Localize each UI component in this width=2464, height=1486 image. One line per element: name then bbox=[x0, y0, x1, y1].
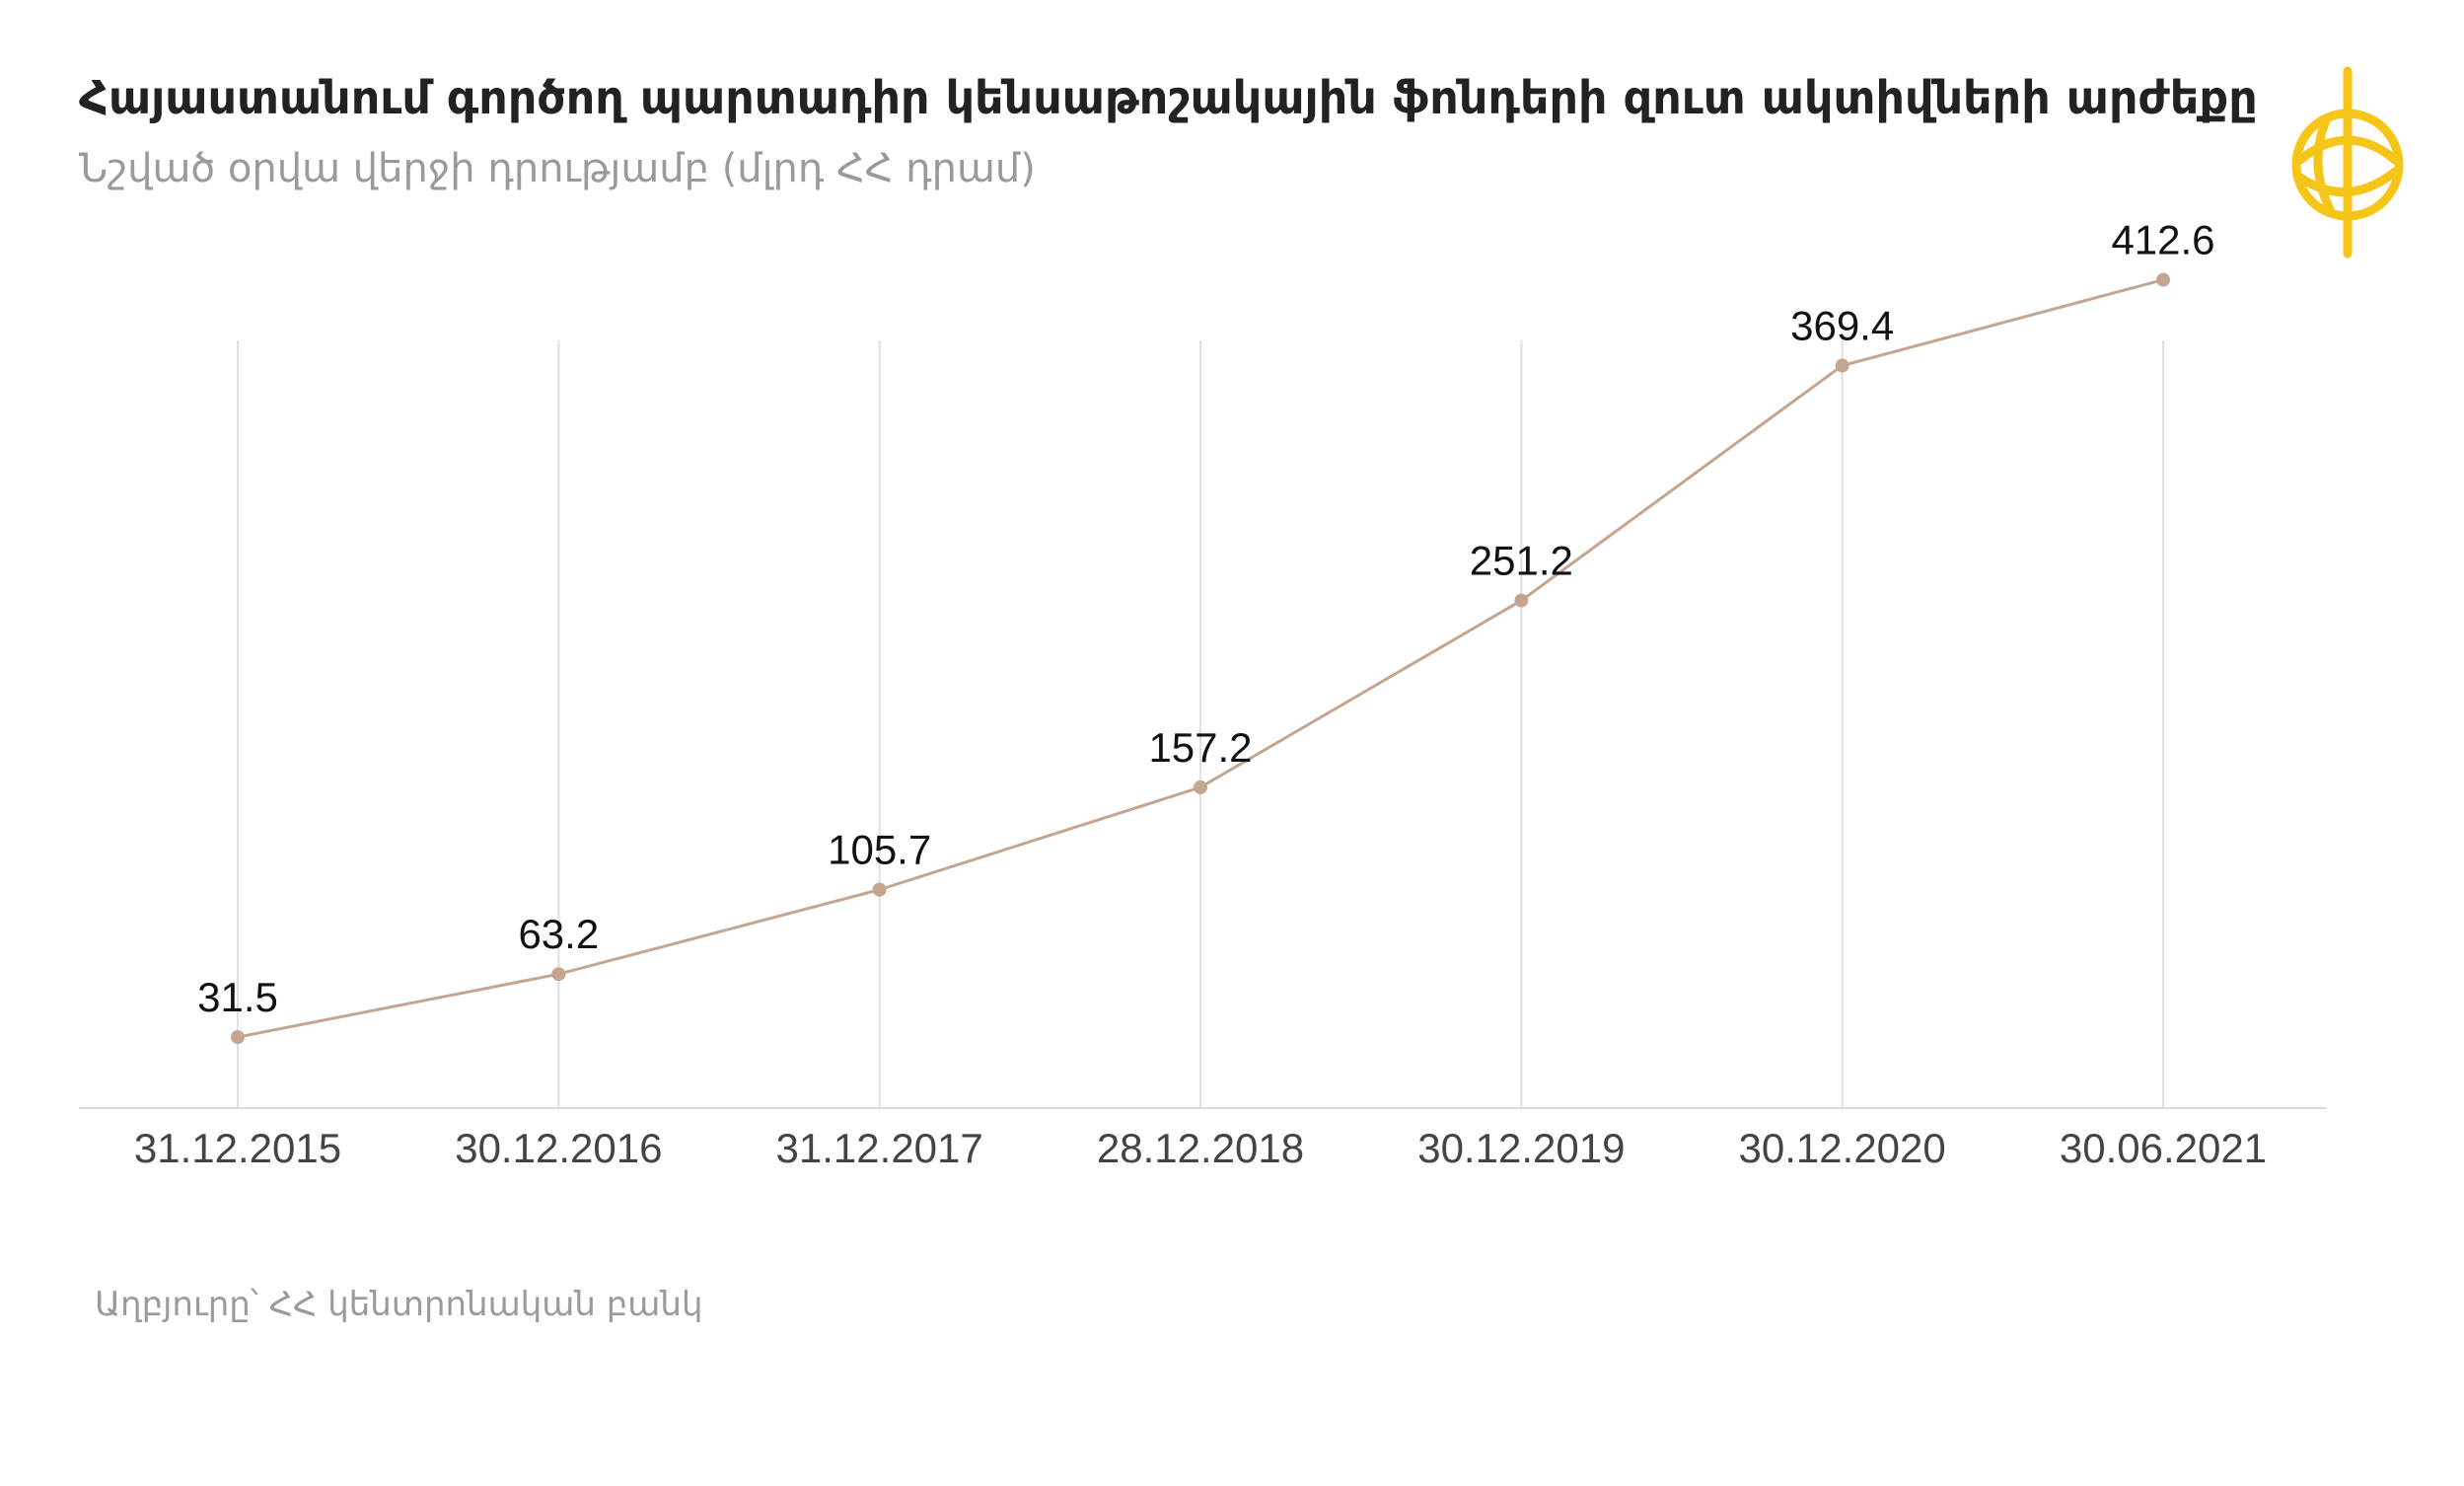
x-tick-label: 28.12.2018 bbox=[1097, 1125, 1304, 1171]
x-tick-label: 31.12.2017 bbox=[776, 1125, 983, 1171]
data-label: 63.2 bbox=[518, 911, 599, 957]
data-label: 412.6 bbox=[2111, 217, 2214, 263]
source-note: Աղբյուրը՝ ՀՀ կենտրոնական բանկ bbox=[95, 1285, 703, 1324]
data-point bbox=[1194, 780, 1207, 794]
x-tick-label: 31.12.2015 bbox=[134, 1125, 341, 1171]
data-point bbox=[1835, 358, 1849, 373]
data-label: 157.2 bbox=[1148, 724, 1252, 771]
chart-subtitle: Նշված օրվա վերջի դրությամբ (մլրդ ՀՀ դրամ… bbox=[79, 146, 1036, 191]
data-label: 31.5 bbox=[197, 974, 278, 1020]
data-point bbox=[551, 967, 566, 982]
data-label: 369.4 bbox=[1790, 303, 1894, 349]
chart-title: Հայաստանում գործող պարտադիր կենսաթոշակայ… bbox=[79, 71, 2258, 124]
data-point bbox=[872, 882, 887, 897]
gold-emblem-icon bbox=[2291, 66, 2404, 259]
data-point bbox=[231, 1030, 245, 1045]
data-label: 251.2 bbox=[1470, 538, 1573, 584]
x-tick-label: 30.12.2019 bbox=[1417, 1125, 1625, 1171]
x-tick-label: 30.12.2020 bbox=[1739, 1125, 1946, 1171]
x-tick-label: 30.12.2016 bbox=[455, 1125, 662, 1171]
data-point bbox=[2156, 272, 2170, 287]
data-label: 105.7 bbox=[828, 827, 931, 873]
data-point bbox=[1514, 593, 1529, 608]
x-tick-label: 30.06.2021 bbox=[2060, 1125, 2267, 1171]
